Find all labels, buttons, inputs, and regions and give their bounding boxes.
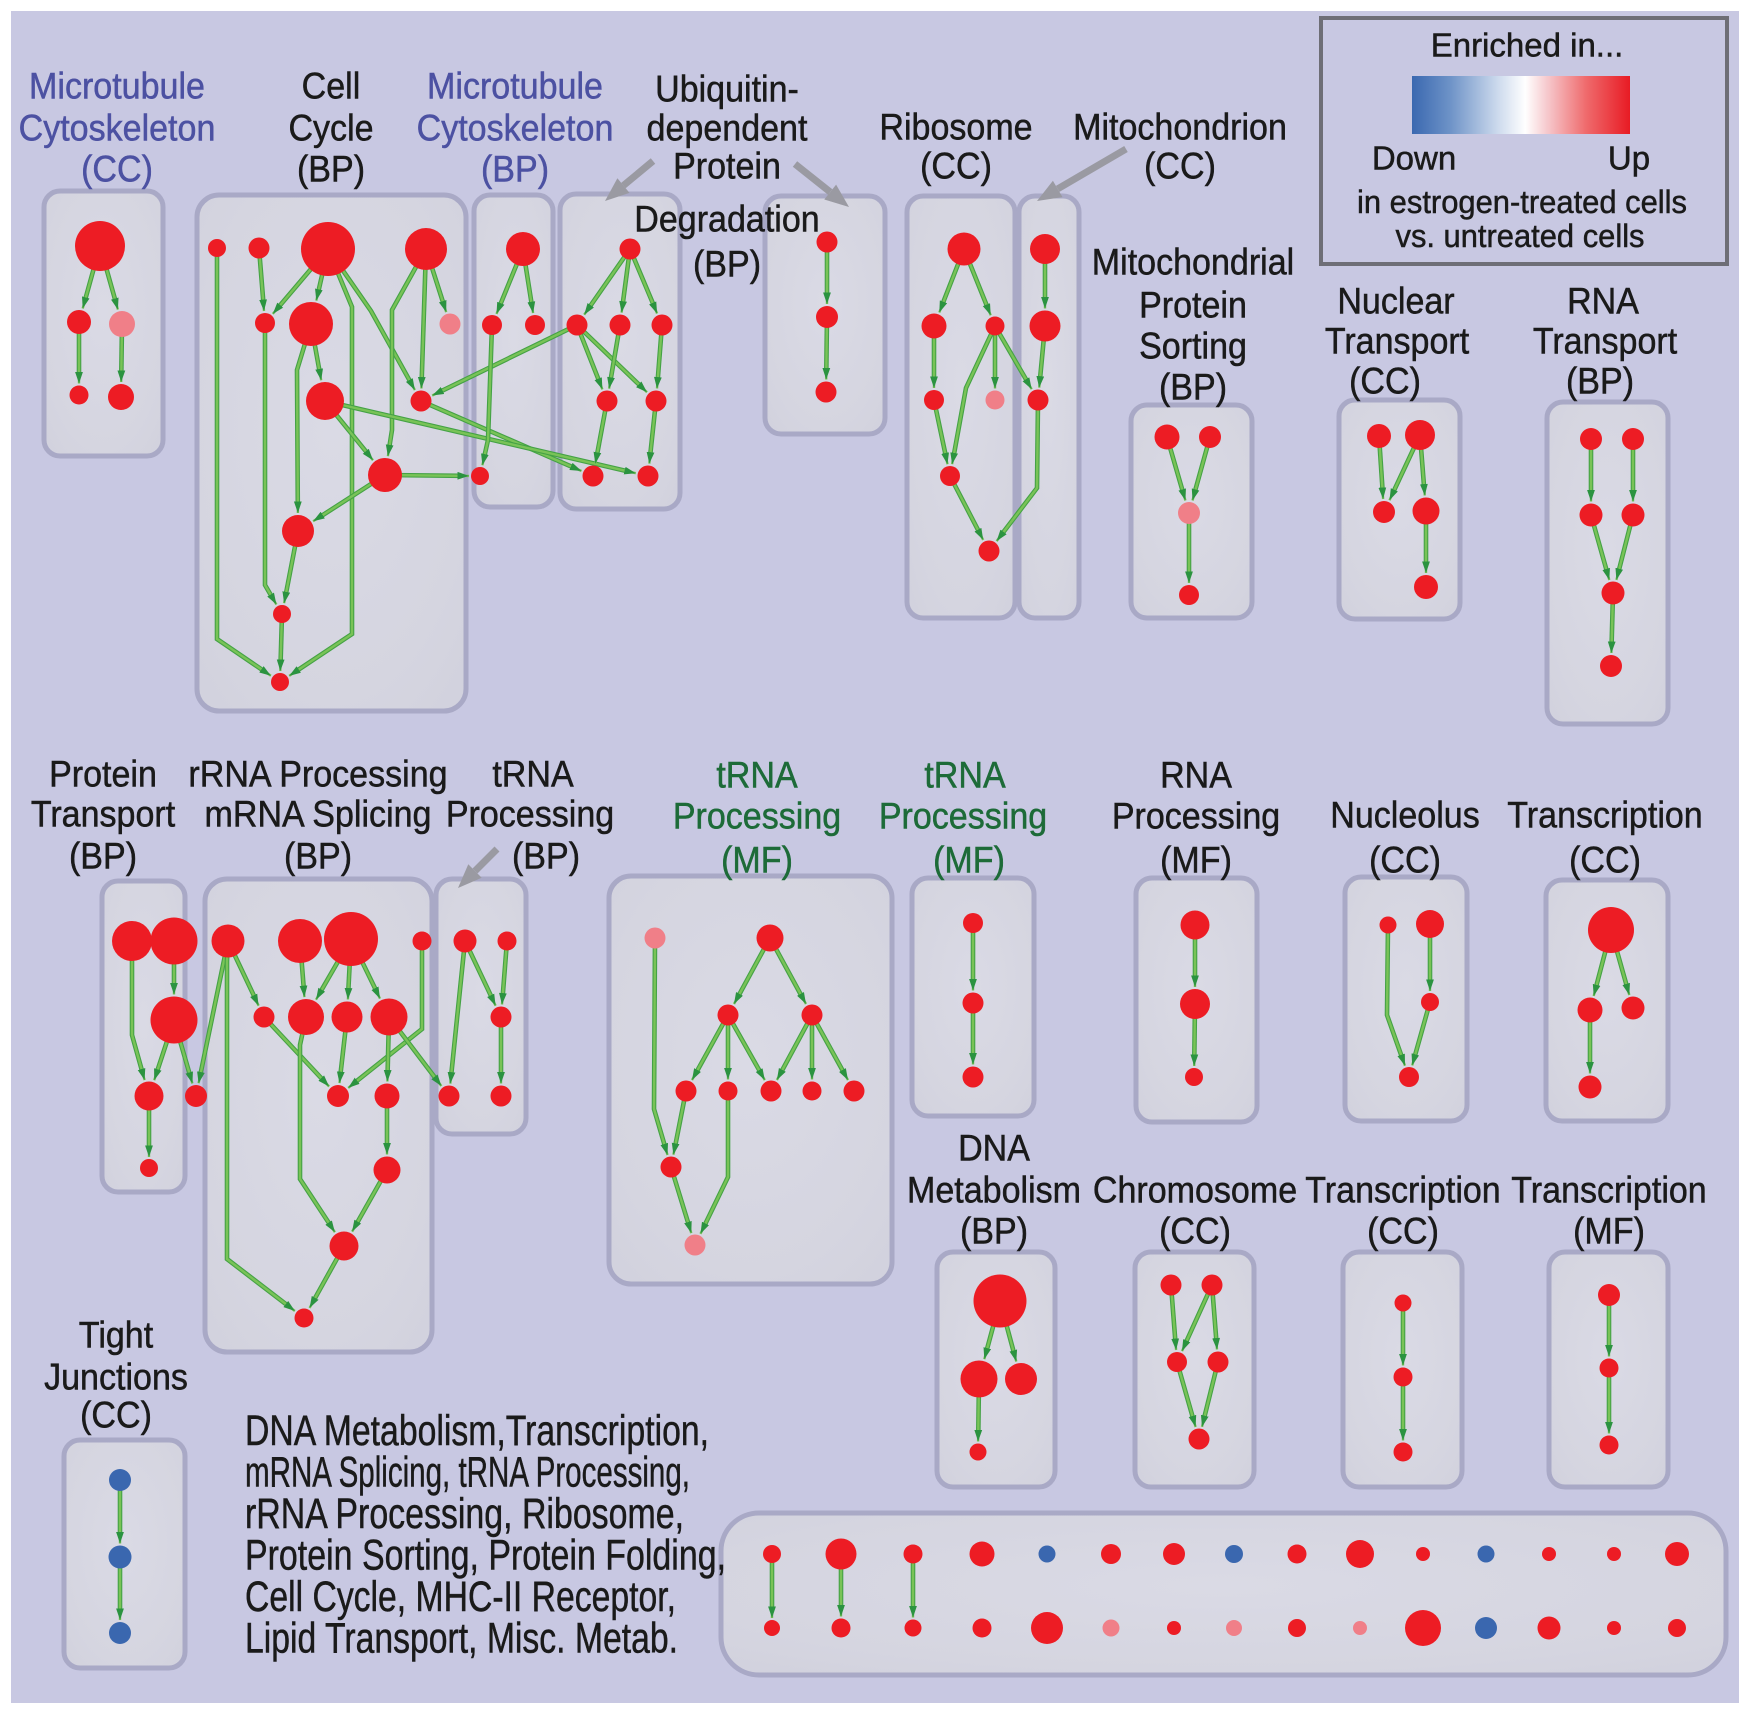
svg-text:Nucleolus: Nucleolus [1330,794,1479,836]
svg-text:Protein: Protein [1139,284,1247,326]
svg-text:Degradation: Degradation [634,198,819,240]
svg-text:Processing: Processing [446,793,614,835]
svg-text:Sorting: Sorting [1139,325,1247,367]
svg-text:(BP): (BP) [69,835,137,877]
svg-text:Ribosome: Ribosome [879,106,1032,148]
svg-text:(BP): (BP) [512,835,580,877]
svg-text:DNA: DNA [958,1127,1030,1169]
svg-text:Transport: Transport [31,793,176,835]
svg-text:Transport: Transport [1325,320,1470,362]
svg-text:(BP): (BP) [481,148,549,190]
svg-text:(BP): (BP) [284,835,352,877]
svg-text:(BP): (BP) [960,1210,1028,1252]
svg-text:Transcription: Transcription [1305,1169,1500,1211]
svg-text:Transport: Transport [1533,320,1678,362]
svg-text:Chromosome: Chromosome [1093,1169,1297,1211]
svg-text:mRNA Splicing: mRNA Splicing [205,793,432,835]
svg-text:(BP): (BP) [297,148,365,190]
svg-text:Lipid Transport, Misc. Metab.: Lipid Transport, Misc. Metab. [245,1615,678,1663]
svg-text:RNA: RNA [1160,754,1232,796]
svg-text:Cell Cycle, MHC-II Receptor,: Cell Cycle, MHC-II Receptor, [245,1573,676,1621]
svg-text:in estrogen-treated cells: in estrogen-treated cells [1357,184,1687,220]
svg-text:tRNA: tRNA [924,754,1006,796]
svg-text:(MF): (MF) [933,839,1005,881]
svg-text:(CC): (CC) [1367,1210,1439,1252]
svg-text:Cytoskeleton: Cytoskeleton [417,107,614,149]
svg-text:Protein: Protein [49,753,157,795]
svg-text:Mitochondrion: Mitochondrion [1073,106,1287,148]
svg-text:Enriched in...: Enriched in... [1431,27,1624,64]
svg-text:rRNA Processing, Ribosome,: rRNA Processing, Ribosome, [245,1490,684,1538]
svg-text:tRNA: tRNA [492,753,574,795]
svg-text:(BP): (BP) [693,243,761,285]
svg-text:(CC): (CC) [80,1394,152,1436]
svg-text:Cytoskeleton: Cytoskeleton [19,107,216,149]
svg-text:Transcription: Transcription [1511,1169,1706,1211]
svg-text:Transcription: Transcription [1507,794,1702,836]
svg-text:Up: Up [1608,140,1650,177]
svg-text:(CC): (CC) [81,148,153,190]
svg-text:mRNA Splicing, tRNA Processing: mRNA Splicing, tRNA Processing, [245,1449,690,1497]
svg-text:Junctions: Junctions [44,1356,188,1398]
svg-text:(CC): (CC) [1159,1210,1231,1252]
svg-text:(CC): (CC) [1144,145,1216,187]
svg-text:rRNA Processing: rRNA Processing [188,753,447,795]
svg-text:Protein Sorting, Protein Foldi: Protein Sorting, Protein Folding, [245,1532,726,1580]
svg-text:Ubiquitin-: Ubiquitin- [655,68,799,110]
svg-text:RNA: RNA [1567,280,1639,322]
svg-text:Mitochondrial: Mitochondrial [1092,241,1294,283]
svg-text:(CC): (CC) [1349,360,1421,402]
svg-text:Microtubule: Microtubule [427,65,603,107]
svg-text:Microtubule: Microtubule [29,65,205,107]
svg-text:DNA Metabolism,Transcription,: DNA Metabolism,Transcription, [245,1407,709,1455]
svg-text:tRNA: tRNA [716,754,798,796]
svg-text:(BP): (BP) [1159,366,1227,408]
svg-text:Cycle: Cycle [288,107,373,149]
svg-text:(CC): (CC) [920,145,992,187]
svg-text:(CC): (CC) [1369,839,1441,881]
svg-text:(CC): (CC) [1569,839,1641,881]
svg-text:Protein: Protein [673,145,781,187]
svg-text:(BP): (BP) [1566,360,1634,402]
svg-text:Metabolism: Metabolism [907,1169,1081,1211]
svg-text:(MF): (MF) [1573,1210,1645,1252]
svg-text:Processing: Processing [879,795,1047,837]
svg-text:(MF): (MF) [721,839,793,881]
svg-text:(MF): (MF) [1160,839,1232,881]
svg-text:Down: Down [1372,140,1456,177]
svg-text:Tight: Tight [79,1314,154,1356]
svg-text:Nuclear: Nuclear [1337,280,1454,322]
svg-text:Processing: Processing [673,795,841,837]
svg-text:vs. untreated cells: vs. untreated cells [1396,218,1645,254]
svg-text:Cell: Cell [302,65,361,107]
svg-text:Processing: Processing [1112,795,1280,837]
svg-text:dependent: dependent [647,107,808,149]
